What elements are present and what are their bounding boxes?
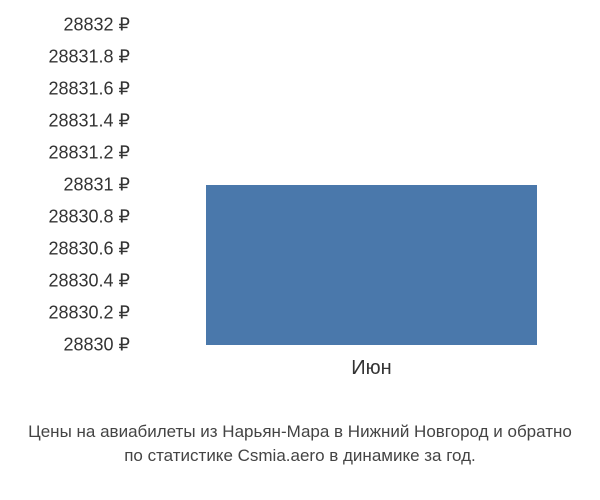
chart-caption: Цены на авиабилеты из Нарьян-Мара в Нижн… <box>0 420 600 468</box>
bar <box>206 185 537 345</box>
y-tick-label: 28830.8 ₽ <box>48 207 130 228</box>
y-tick-label: 28831.4 ₽ <box>48 111 130 132</box>
y-axis: 28832 ₽ 28831.8 ₽ 28831.6 ₽ 28831.4 ₽ 28831.… <box>10 10 140 390</box>
y-tick-label: 28830 ₽ <box>63 335 130 356</box>
caption-line-2: по статистике Csmia.aero в динамике за г… <box>0 444 600 468</box>
y-tick-label: 28830.6 ₽ <box>48 239 130 260</box>
y-tick-label: 28832 ₽ <box>63 15 130 36</box>
x-axis-label: Июн <box>351 357 391 380</box>
caption-line-1: Цены на авиабилеты из Нарьян-Мара в Нижн… <box>0 420 600 444</box>
y-tick-label: 28830.2 ₽ <box>48 303 130 324</box>
y-tick-label: 28831.2 ₽ <box>48 143 130 164</box>
y-tick-label: 28831.8 ₽ <box>48 47 130 68</box>
plot-area: Июн <box>150 10 580 360</box>
y-tick-label: 28831.6 ₽ <box>48 79 130 100</box>
y-tick-label: 28831 ₽ <box>63 175 130 196</box>
y-tick-label: 28830.4 ₽ <box>48 271 130 292</box>
chart-container: 28832 ₽ 28831.8 ₽ 28831.6 ₽ 28831.4 ₽ 28831.… <box>10 10 590 390</box>
